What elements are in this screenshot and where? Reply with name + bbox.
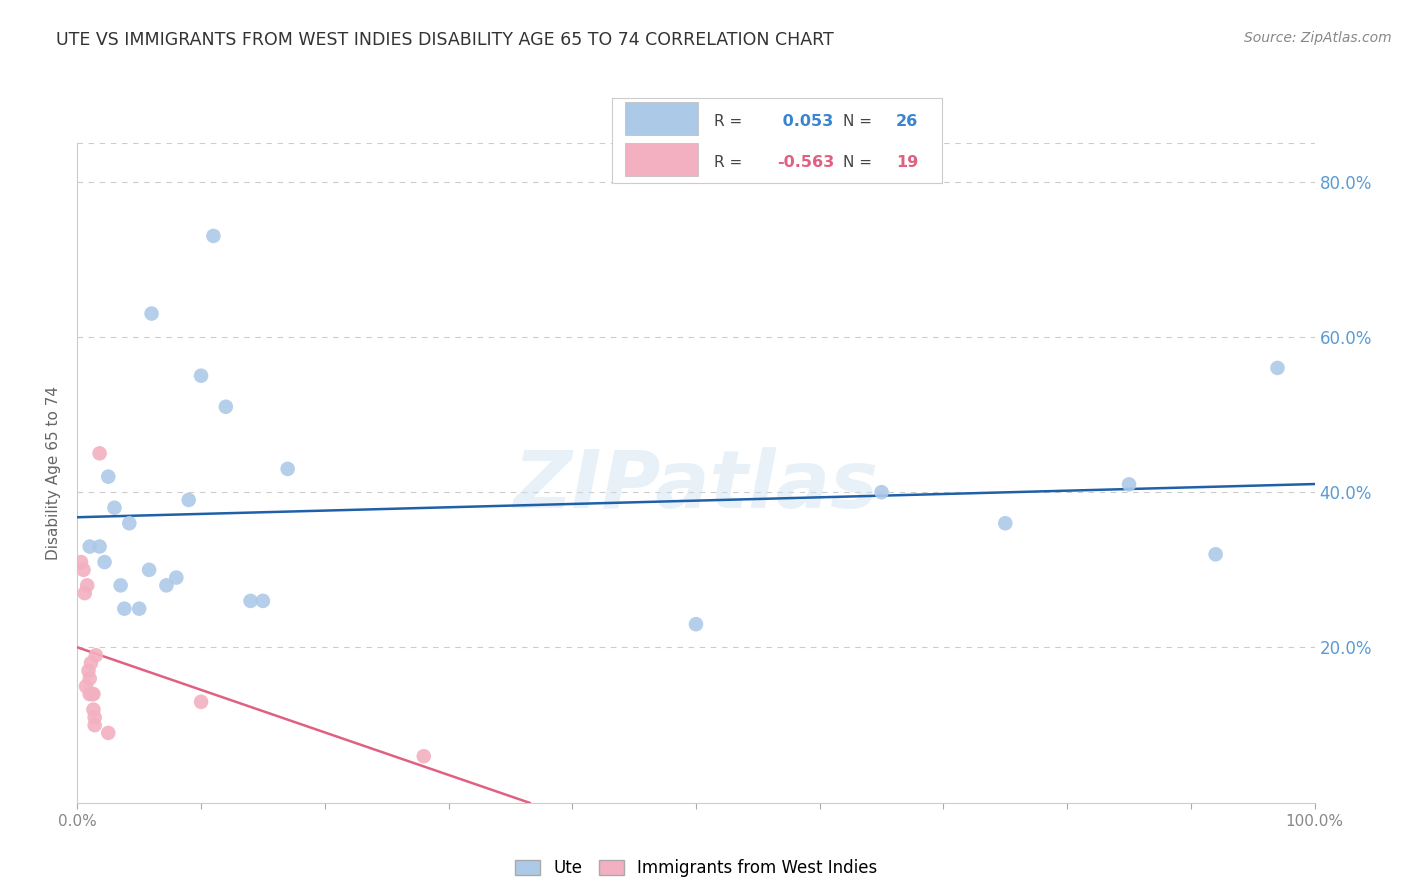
- Point: [138, 563, 160, 577]
- Y-axis label: Disability Age 65 to 74: Disability Age 65 to 74: [46, 385, 62, 560]
- Point: [412, 749, 434, 764]
- Point: [73, 586, 96, 600]
- Text: UTE VS IMMIGRANTS FROM WEST INDIES DISABILITY AGE 65 TO 74 CORRELATION CHART: UTE VS IMMIGRANTS FROM WEST INDIES DISAB…: [56, 31, 834, 49]
- Point: [1267, 360, 1289, 375]
- Point: [252, 594, 274, 608]
- Point: [215, 400, 238, 414]
- Text: R =: R =: [714, 114, 742, 129]
- Text: N =: N =: [844, 155, 872, 170]
- Point: [177, 492, 200, 507]
- Point: [82, 687, 104, 701]
- Point: [155, 578, 177, 592]
- Point: [870, 485, 893, 500]
- Point: [97, 726, 120, 740]
- Point: [165, 571, 187, 585]
- Point: [1205, 547, 1227, 561]
- Point: [84, 648, 107, 663]
- Text: 26: 26: [896, 114, 918, 129]
- Text: N =: N =: [844, 114, 872, 129]
- Point: [685, 617, 707, 632]
- Point: [190, 695, 212, 709]
- Text: 19: 19: [896, 155, 918, 170]
- Legend: Ute, Immigrants from West Indies: Ute, Immigrants from West Indies: [508, 852, 884, 884]
- Point: [202, 228, 225, 243]
- Point: [103, 500, 125, 515]
- Point: [79, 540, 101, 554]
- Point: [89, 446, 111, 460]
- Text: ZIPatlas: ZIPatlas: [513, 447, 879, 525]
- Point: [128, 601, 150, 615]
- Point: [110, 578, 132, 592]
- Point: [118, 516, 141, 531]
- Point: [79, 672, 101, 686]
- Point: [77, 664, 100, 678]
- Text: Source: ZipAtlas.com: Source: ZipAtlas.com: [1244, 31, 1392, 45]
- Point: [277, 462, 299, 476]
- Bar: [624, 102, 697, 136]
- Point: [79, 687, 101, 701]
- Point: [97, 469, 120, 483]
- Point: [93, 555, 115, 569]
- Point: [83, 718, 105, 732]
- Bar: [624, 143, 697, 176]
- Point: [82, 687, 104, 701]
- Point: [82, 703, 104, 717]
- Point: [75, 679, 97, 693]
- Text: 0.053: 0.053: [776, 114, 834, 129]
- Point: [190, 368, 212, 383]
- Text: R =: R =: [714, 155, 742, 170]
- Text: -0.563: -0.563: [776, 155, 834, 170]
- Point: [83, 710, 105, 724]
- Point: [72, 563, 94, 577]
- Point: [239, 594, 262, 608]
- Point: [112, 601, 135, 615]
- Point: [994, 516, 1017, 531]
- Point: [89, 540, 111, 554]
- Point: [80, 656, 103, 670]
- Point: [1118, 477, 1140, 491]
- Point: [141, 307, 163, 321]
- Point: [70, 555, 93, 569]
- Point: [76, 578, 98, 592]
